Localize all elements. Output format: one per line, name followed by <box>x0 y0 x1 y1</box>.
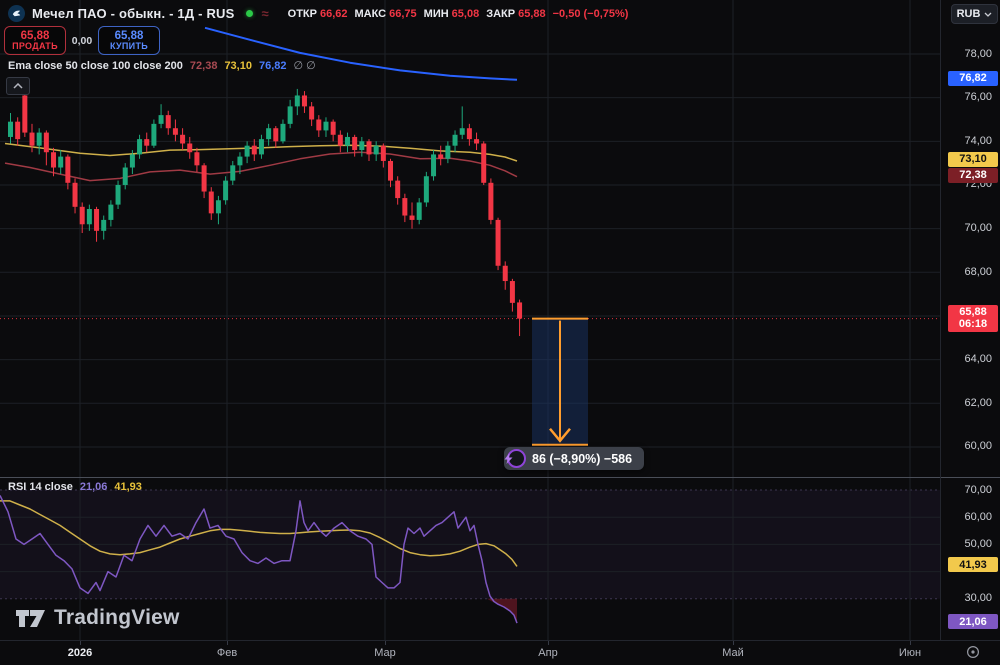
price-scale-label: 68,00 <box>964 265 992 278</box>
measure-tooltip[interactable]: 86 (−8,90%) −586 <box>504 447 645 470</box>
time-scale-label: Май <box>722 647 744 659</box>
rsi-ma-value-badge: 41,93 <box>948 557 998 573</box>
price-scale-label: 76,00 <box>964 91 992 104</box>
close-value: 65,88 <box>518 7 546 20</box>
price-scale-label: 74,00 <box>964 134 992 147</box>
chevron-down-icon <box>984 12 992 17</box>
main-gridlines <box>0 0 940 477</box>
time-tick <box>733 641 734 645</box>
rsi-scale-label: 60,00 <box>964 510 992 523</box>
measure-tooltip-text: 86 (−8,90%) −586 <box>532 451 633 466</box>
hidden-study-icon: ≈ <box>261 6 269 21</box>
market-open-dot-icon[interactable] <box>245 10 253 17</box>
buy-label: КУПИТЬ <box>109 40 149 51</box>
rsi-gridlines <box>0 477 940 640</box>
spread-value: 0,00 <box>71 34 93 47</box>
price-scale-label: 62,00 <box>964 396 992 409</box>
rsi-scale-label: 70,00 <box>964 483 992 496</box>
sell-label: ПРОДАТЬ <box>12 40 58 51</box>
price-scale-label: 60,00 <box>964 440 992 453</box>
tradingview-watermark: TradingView <box>16 606 180 630</box>
ema200-line <box>204 26 518 81</box>
low-label: МИН <box>423 7 449 20</box>
candlesticks <box>8 88 523 337</box>
close-label: ЗАКР <box>486 7 516 20</box>
ema-legend-title: Ema close 50 close 100 close 200 <box>8 59 183 72</box>
ema-legend-extra: ∅ ∅ <box>293 60 316 72</box>
rsi-ma-line <box>0 500 518 567</box>
time-axis-divider <box>0 640 1000 641</box>
time-tick <box>227 641 228 645</box>
time-tick <box>548 641 549 645</box>
ema100-value-badge: 73,10 <box>948 151 998 167</box>
open-value: 66,62 <box>319 7 348 20</box>
measure-lightning-icon <box>504 449 526 468</box>
time-tick <box>80 641 81 645</box>
currency-label: RUB <box>956 8 981 20</box>
rsi-scale-label: 30,00 <box>964 592 992 605</box>
high-label: МАКС <box>354 7 387 20</box>
chevron-up-icon <box>13 83 23 89</box>
scale-settings-icon[interactable] <box>966 645 980 659</box>
main-chart-canvas[interactable] <box>0 0 940 477</box>
rsi-ma-value: 41,93 <box>114 481 142 493</box>
rsi-legend[interactable]: RSI 14 close 21,06 41,93 <box>8 481 142 493</box>
last-price-badge: 65,88 06:18 <box>948 304 998 332</box>
rsi-oversold-fill <box>487 598 517 624</box>
time-scale-label: 2026 <box>67 647 93 659</box>
watermark-text: TradingView <box>54 606 180 629</box>
ema50-value-badge: 72,38 <box>948 167 998 183</box>
rsi-value-badge: 21,06 <box>948 614 998 630</box>
ema200-value-badge: 76,82 <box>948 70 998 86</box>
ema50-value: 72,38 <box>189 59 218 72</box>
symbol-logo[interactable] <box>8 5 25 22</box>
time-scale-label: Апр <box>538 647 558 659</box>
ema200-value: 76,82 <box>258 59 287 72</box>
time-tick <box>910 641 911 645</box>
price-scale-label: 78,00 <box>964 47 992 60</box>
buy-button[interactable]: 65,88 КУПИТЬ <box>98 26 160 55</box>
low-value: 65,08 <box>451 7 480 20</box>
tradingview-logo-icon <box>16 609 45 627</box>
symbol-title[interactable]: Мечел ПАО - обыкн. - 1Д - RUS <box>32 6 235 21</box>
chart-header: Мечел ПАО - обыкн. - 1Д - RUS ≈ ОТКР 66,… <box>8 5 628 22</box>
collapse-legend-button[interactable] <box>6 77 30 95</box>
price-axis-divider <box>940 0 941 640</box>
ema100-line <box>4 142 518 162</box>
trade-panel: 65,88 ПРОДАТЬ 0,00 65,88 КУПИТЬ <box>4 26 160 55</box>
measure-tool[interactable] <box>532 317 588 446</box>
pane-divider[interactable] <box>0 477 1000 478</box>
rsi-line <box>0 495 518 624</box>
rsi-pane-canvas[interactable] <box>0 477 940 640</box>
time-scale[interactable]: 2026 Фев Мар Апр Май Июн <box>0 641 1000 665</box>
high-value: 66,75 <box>389 7 417 20</box>
ema50-line <box>4 151 518 182</box>
price-scale-label: 70,00 <box>964 222 992 235</box>
rsi-legend-title: RSI 14 close <box>8 481 73 493</box>
buy-price: 65,88 <box>114 29 144 42</box>
rsi-value: 21,06 <box>79 481 108 493</box>
time-scale-label: Фев <box>216 647 238 659</box>
ema-legend[interactable]: Ema close 50 close 100 close 200 72,38 7… <box>8 59 316 73</box>
change-value: −0,50 (−0,75%) <box>552 7 629 20</box>
time-scale-label: Мар <box>374 647 396 659</box>
ema100-value: 73,10 <box>224 59 252 72</box>
sell-button[interactable]: 65,88 ПРОДАТЬ <box>4 26 66 55</box>
time-tick <box>385 641 386 645</box>
ohlc-row: ОТКР 66,62 МАКС 66,75 МИН 65,08 ЗАКР 65,… <box>288 8 629 20</box>
price-scale[interactable]: 78,00 76,00 74,00 72,00 70,00 68,00 64,00 62,00… <box>941 0 1000 640</box>
rsi-scale-label: 50,00 <box>964 537 992 550</box>
open-label: ОТКР <box>287 7 317 20</box>
price-scale-label: 64,00 <box>964 353 992 366</box>
sell-price: 65,88 <box>20 29 50 42</box>
currency-button[interactable]: RUB <box>951 4 998 24</box>
time-scale-label: Июн <box>898 647 922 659</box>
